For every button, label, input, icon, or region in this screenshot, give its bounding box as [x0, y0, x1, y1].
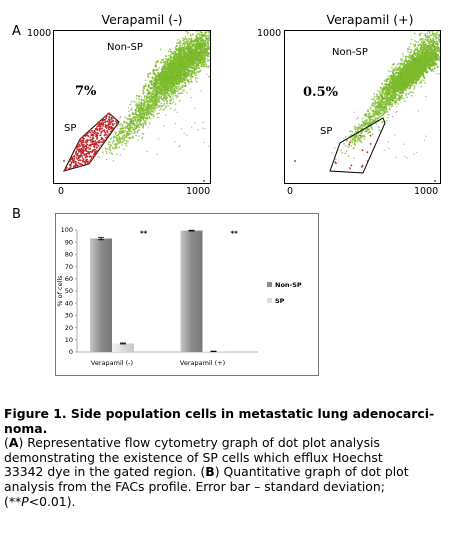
legend-swatch — [267, 298, 272, 303]
panel-b-label: B — [12, 207, 21, 222]
bar-non-sp-1 — [180, 230, 203, 352]
plot2-title: Verapamil (+) — [326, 12, 414, 27]
y-tick-label: 20 — [65, 324, 73, 332]
caption-title-cont: noma. — [4, 420, 48, 436]
plot1-sp-percent: 7% — [75, 84, 97, 99]
caption-title: Figure 1. Side population cells in metas… — [4, 406, 435, 421]
plot2-y-max-tick: 1000 — [257, 28, 282, 39]
significance-mark: ** — [140, 230, 148, 238]
sp-gate — [329, 117, 386, 174]
caption-line-3: 33342 dye in the gated region. (B) Quant… — [4, 464, 409, 480]
panel-a-label: A — [12, 24, 21, 39]
caption-line-1: (A) Representative flow cytometry graph … — [4, 435, 380, 451]
plot2-frame — [284, 30, 441, 184]
non-sp-population — [331, 31, 440, 163]
bar-non-sp-0 — [90, 238, 112, 352]
non-sp-population — [75, 31, 210, 162]
plot1-title: Verapamil (-) — [101, 12, 183, 27]
plot1-x-max-tick: 1000 — [186, 186, 211, 197]
plot2-nonsp-label: Non-SP — [332, 47, 368, 58]
caption-line-2: demonstrating the existence of SP cells … — [4, 449, 383, 465]
plot1-y-max-tick: 1000 — [27, 28, 52, 39]
significance-mark: ** — [231, 230, 239, 238]
y-tick-label: 50 — [65, 287, 73, 295]
plot2-x-max-tick: 1000 — [414, 186, 439, 197]
y-tick-label: 70 — [65, 263, 73, 271]
y-tick-label: 30 — [65, 312, 73, 320]
bar-chart-frame: 0 10 20 30 40 50 60 70 80 90 100 % of cells ** Verapa… — [55, 213, 319, 376]
plot1-sp-label: SP — [64, 123, 77, 134]
y-tick-label: 10 — [65, 336, 73, 344]
legend-label: Non-SP — [275, 281, 302, 289]
plot2-dot-plot — [294, 31, 440, 182]
y-tick-label: 60 — [65, 275, 73, 283]
figure-caption: Figure 1. Side population cells in metas… — [4, 406, 466, 509]
category-label: Verapamil (+) — [180, 359, 225, 367]
sp-population — [63, 112, 119, 172]
plot1-frame — [53, 30, 211, 184]
y-tick-label: 40 — [65, 299, 73, 307]
plot1-nonsp-label: Non-SP — [107, 42, 143, 53]
y-tick-label: 100 — [61, 226, 73, 234]
plot1-x-min-tick: 0 — [58, 186, 65, 197]
caption-line-4: analysis from the FACs profile. Error ba… — [4, 478, 385, 494]
category-label: Verapamil (-) — [91, 359, 133, 367]
bar-sp-0 — [112, 343, 134, 352]
y-tick-label: 80 — [65, 251, 73, 259]
sp-population — [334, 134, 372, 170]
y-tick-label: 0 — [69, 348, 73, 356]
legend-swatch — [267, 282, 272, 287]
plot2-x-min-tick: 0 — [287, 186, 294, 197]
plot2-sp-label: SP — [320, 126, 333, 137]
plot2-sp-percent: 0.5% — [303, 85, 338, 100]
y-tick-label: 90 — [65, 238, 73, 246]
bar-chart: 0 10 20 30 40 50 60 70 80 90 100 % of cells ** Verapa… — [56, 226, 302, 367]
caption-line-5: (**P<0.01). — [4, 493, 76, 509]
plot1-dot-plot — [63, 31, 210, 182]
y-axis-label: % of cells — [56, 275, 64, 307]
legend-label: SP — [275, 297, 285, 305]
